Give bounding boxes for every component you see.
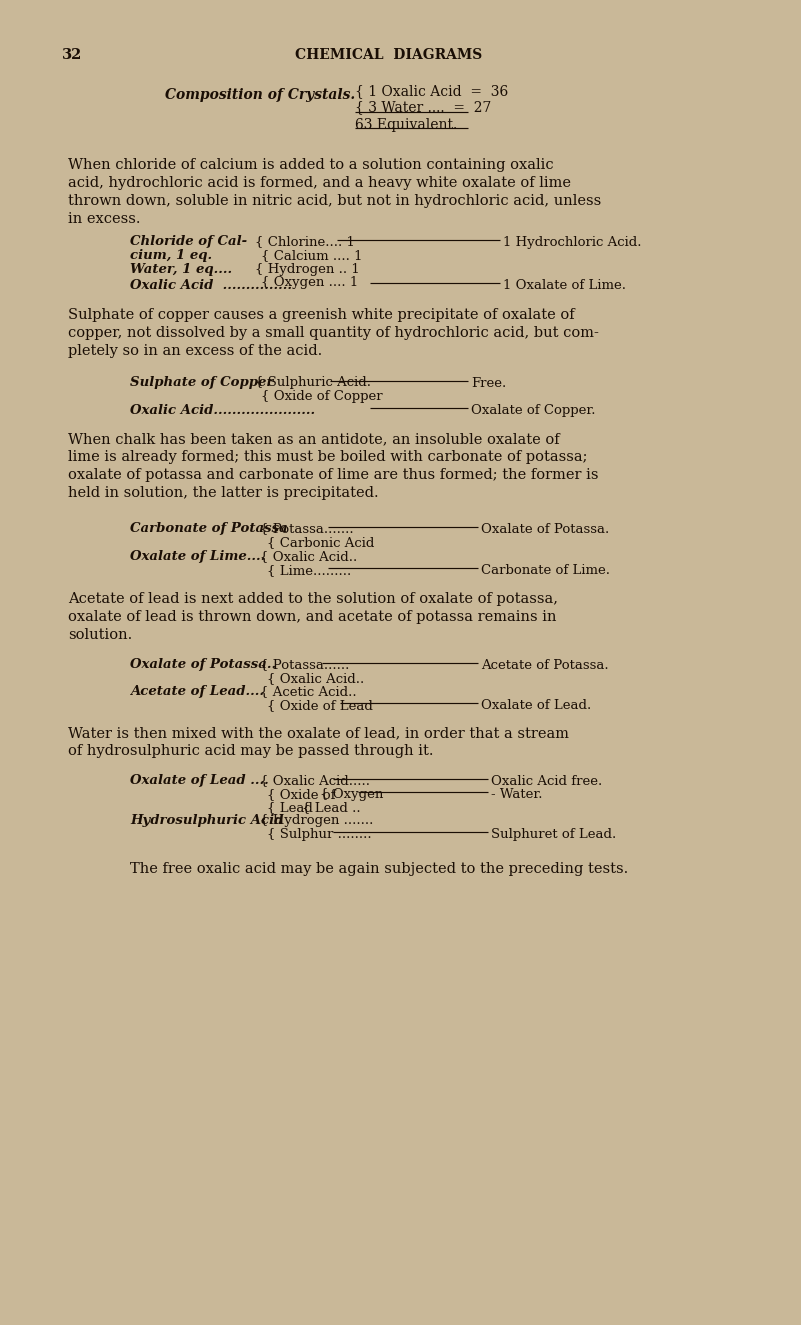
Text: { 3 Water ....  =  27: { 3 Water .... = 27 <box>355 99 491 114</box>
Text: thrown down, soluble in nitric acid, but not in hydrochloric acid, unless: thrown down, soluble in nitric acid, but… <box>68 193 602 208</box>
Text: Oxalate of Lime....: Oxalate of Lime.... <box>130 550 265 563</box>
Text: { Lime.........: { Lime......... <box>267 564 352 576</box>
Text: of hydrosulphuric acid may be passed through it.: of hydrosulphuric acid may be passed thr… <box>68 745 433 758</box>
Text: Carbonate of Lime.: Carbonate of Lime. <box>481 564 610 576</box>
Text: { Oxalic Acid.....: { Oxalic Acid..... <box>260 774 370 787</box>
Text: 32: 32 <box>62 48 83 62</box>
Text: { Hydrogen .. 1: { Hydrogen .. 1 <box>255 262 360 276</box>
Text: Sulphuret of Lead.: Sulphuret of Lead. <box>491 828 616 841</box>
Text: { Lead ..: { Lead .. <box>302 802 360 814</box>
Text: Carbonate of Potassa: Carbonate of Potassa <box>130 522 288 535</box>
Text: in excess.: in excess. <box>68 212 140 227</box>
Text: Water is then mixed with the oxalate of lead, in order that a stream: Water is then mixed with the oxalate of … <box>68 726 569 739</box>
Text: - Water.: - Water. <box>491 788 542 802</box>
Text: { Acetic Acid..: { Acetic Acid.. <box>260 685 356 698</box>
Text: Water, 1 eq....: Water, 1 eq.... <box>130 262 232 276</box>
Text: Oxalic Acid......................: Oxalic Acid...................... <box>130 404 315 417</box>
Text: { Oxide of Copper: { Oxide of Copper <box>261 390 383 403</box>
Text: Composition of Crystals.: Composition of Crystals. <box>165 87 356 102</box>
Text: cium, 1 eq.: cium, 1 eq. <box>130 249 212 262</box>
Text: { Carbonic Acid: { Carbonic Acid <box>267 537 374 549</box>
Text: { Oxide of Lead: { Oxide of Lead <box>267 700 373 712</box>
Text: Oxalate of Copper.: Oxalate of Copper. <box>471 404 595 417</box>
Text: Hydrosulphuric Acid: Hydrosulphuric Acid <box>130 814 284 827</box>
Text: pletely so in an excess of the acid.: pletely so in an excess of the acid. <box>68 344 322 358</box>
Text: Oxalic Acid free.: Oxalic Acid free. <box>491 775 602 788</box>
Text: { Calcium .... 1: { Calcium .... 1 <box>261 249 363 262</box>
Text: oxalate of potassa and carbonate of lime are thus formed; the former is: oxalate of potassa and carbonate of lime… <box>68 468 598 482</box>
Text: { Chlorine.... 1: { Chlorine.... 1 <box>255 235 355 248</box>
Text: Acetate of Potassa.: Acetate of Potassa. <box>481 659 609 672</box>
Text: { 1 Oxalic Acid  =  36: { 1 Oxalic Acid = 36 <box>355 83 509 98</box>
Text: { Lead: { Lead <box>267 802 313 814</box>
Text: copper, not dissolved by a small quantity of hydrochloric acid, but com-: copper, not dissolved by a small quantit… <box>68 326 599 341</box>
Text: CHEMICAL  DIAGRAMS: CHEMICAL DIAGRAMS <box>295 48 482 62</box>
Text: acid, hydrochloric acid is formed, and a heavy white oxalate of lime: acid, hydrochloric acid is formed, and a… <box>68 176 571 189</box>
Text: { Oxide of: { Oxide of <box>267 788 336 802</box>
Text: The free oxalic acid may be again subjected to the preceding tests.: The free oxalic acid may be again subjec… <box>130 863 628 876</box>
Text: Oxalate of Potassa.: Oxalate of Potassa. <box>481 523 610 537</box>
Text: solution.: solution. <box>68 628 132 643</box>
Text: Acetate of Lead....: Acetate of Lead.... <box>130 685 264 698</box>
Text: { Oxalic Acid..: { Oxalic Acid.. <box>267 672 364 685</box>
Text: { Sulphuric Acid.: { Sulphuric Acid. <box>255 376 371 390</box>
Text: lime is already formed; this must be boiled with carbonate of potassa;: lime is already formed; this must be boi… <box>68 451 587 464</box>
Text: When chloride of calcium is added to a solution containing oxalic: When chloride of calcium is added to a s… <box>68 158 553 172</box>
Text: { Oxalic Acid..: { Oxalic Acid.. <box>260 550 357 563</box>
Text: { Hydrogen .......: { Hydrogen ....... <box>260 814 373 827</box>
Text: Acetate of lead is next added to the solution of oxalate of potassa,: Acetate of lead is next added to the sol… <box>68 592 558 606</box>
Text: Free.: Free. <box>471 378 506 390</box>
Text: Oxalate of Potassa..: Oxalate of Potassa.. <box>130 659 276 670</box>
Text: Oxalate of Lead.: Oxalate of Lead. <box>481 700 591 712</box>
Text: { Sulphur ........: { Sulphur ........ <box>267 828 372 841</box>
Text: When chalk has been taken as an antidote, an insoluble oxalate of: When chalk has been taken as an antidote… <box>68 432 560 447</box>
Text: { Oxygen .... 1: { Oxygen .... 1 <box>261 276 358 289</box>
Text: Oxalate of Lead ....: Oxalate of Lead .... <box>130 774 269 787</box>
Text: held in solution, the latter is precipitated.: held in solution, the latter is precipit… <box>68 486 379 500</box>
Text: { Potassa......: { Potassa...... <box>260 659 349 670</box>
Text: 63 Equivalent.: 63 Equivalent. <box>355 118 457 132</box>
Text: Sulphate of copper causes a greenish white precipitate of oxalate of: Sulphate of copper causes a greenish whi… <box>68 307 574 322</box>
Text: Sulphate of Copper: Sulphate of Copper <box>130 376 273 390</box>
Text: Chloride of Cal-: Chloride of Cal- <box>130 235 248 248</box>
Text: { Potassa.......: { Potassa....... <box>260 522 353 535</box>
Text: 1 Oxalate of Lime.: 1 Oxalate of Lime. <box>503 280 626 292</box>
Text: oxalate of lead is thrown down, and acetate of potassa remains in: oxalate of lead is thrown down, and acet… <box>68 610 557 624</box>
Text: 1 Hydrochloric Acid.: 1 Hydrochloric Acid. <box>503 236 642 249</box>
Text: Oxalic Acid  ...............: Oxalic Acid ............... <box>130 280 292 292</box>
Text: { Oxygen: { Oxygen <box>320 788 384 802</box>
